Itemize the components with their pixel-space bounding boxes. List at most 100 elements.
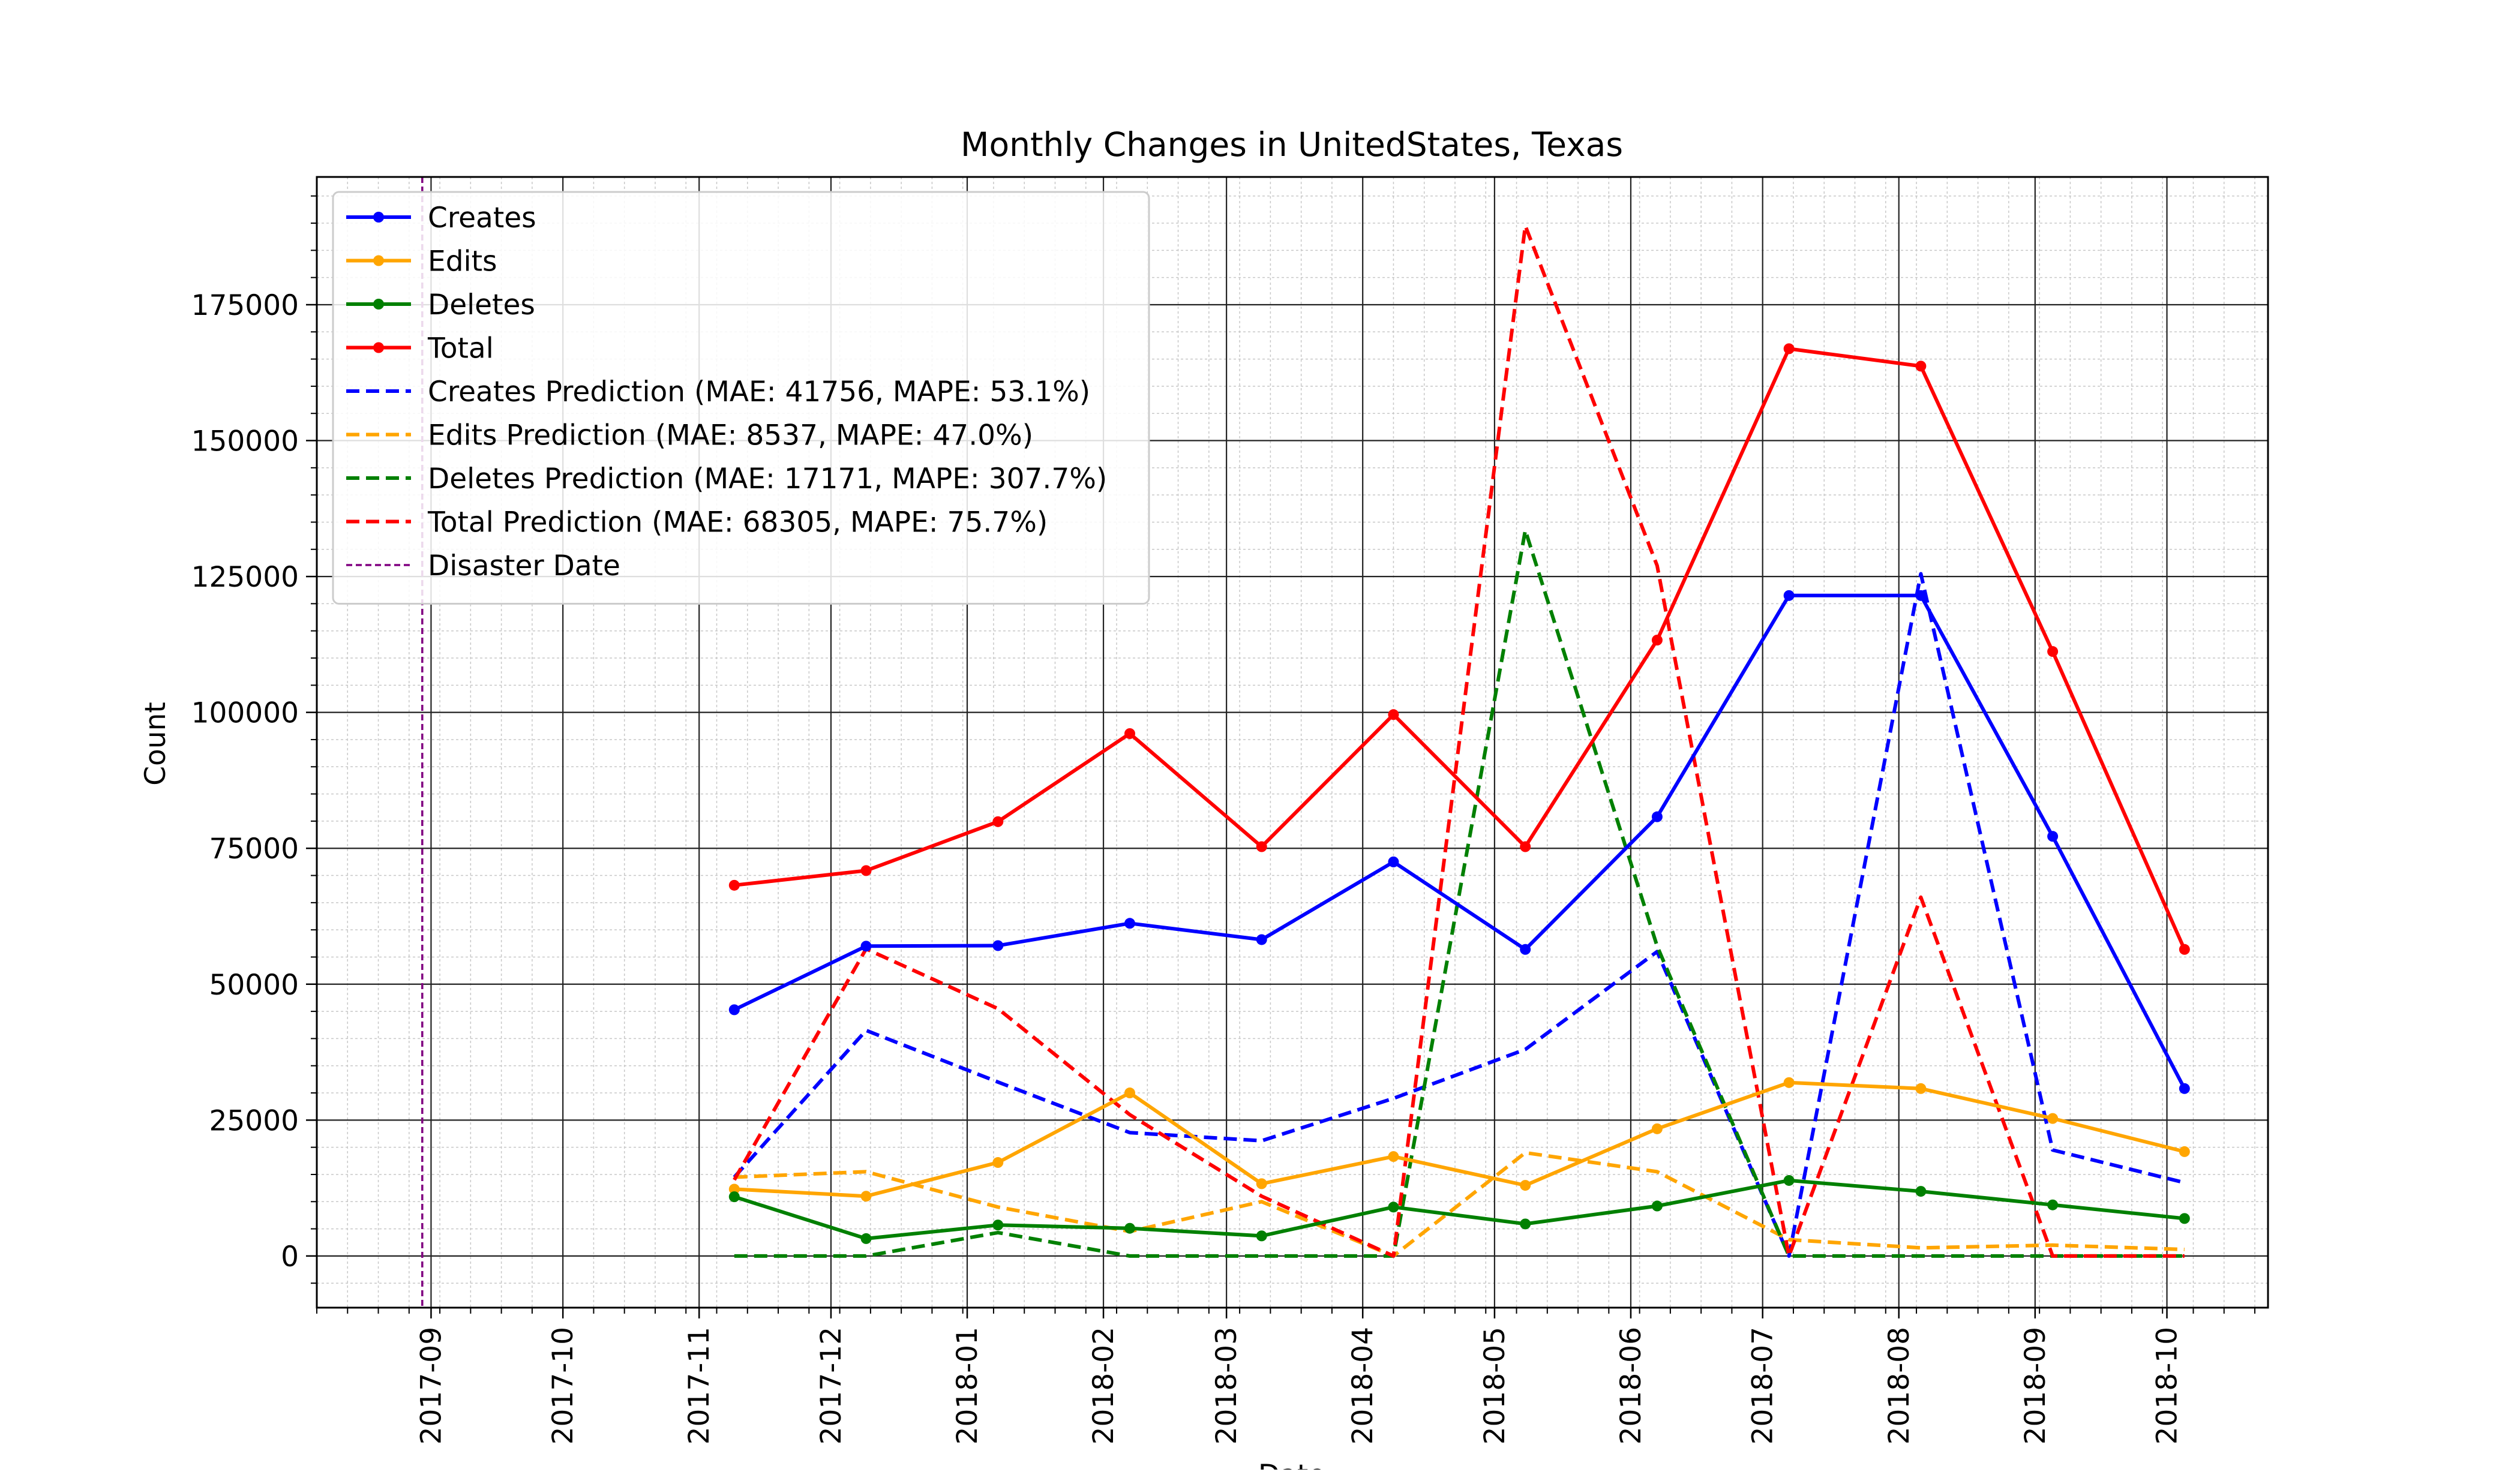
y-tick-label: 25000: [209, 1104, 299, 1137]
series-line-edits: [734, 1080, 2185, 1198]
x-tick-label: 2017-10: [547, 1327, 580, 1444]
x-tick-label: 2018-01: [951, 1327, 984, 1444]
data-point-total: [1256, 841, 1267, 852]
legend-marker: [373, 299, 384, 310]
y-tick-label: 175000: [191, 289, 299, 322]
x-tick-label: 2018-02: [1087, 1327, 1120, 1444]
data-point-edits: [1256, 1178, 1267, 1189]
data-point-creates: [2179, 1083, 2190, 1094]
legend: Creates Edits Deletes Total Creates Predicti…: [332, 191, 1150, 605]
data-point-creates: [1651, 811, 1663, 822]
legend-label: Disaster Date: [428, 549, 620, 582]
x-tick-label: 2018-09: [2019, 1327, 2052, 1444]
y-tick-label: 100000: [191, 697, 299, 730]
x-tick-label: 2018-04: [1346, 1327, 1379, 1444]
series-line-deletes-prediction: [734, 528, 2185, 1258]
data-point-total: [1783, 343, 1795, 355]
series-line-total-prediction: [733, 224, 2185, 1258]
data-point-deletes: [1256, 1230, 1267, 1242]
data-point-total: [1651, 635, 1663, 646]
data-point-edits: [860, 1191, 872, 1202]
x-axis-label: Date: [1258, 1459, 1325, 1470]
data-point-deletes: [1651, 1200, 1663, 1212]
data-point-creates: [1783, 590, 1795, 601]
data-point-edits: [1783, 1077, 1795, 1088]
data-point-edits: [728, 1183, 740, 1195]
y-axis-label: Count: [139, 702, 172, 786]
y-tick-label: 75000: [209, 833, 299, 866]
series-line-deletes: [733, 1178, 2185, 1240]
legend-marker: [373, 342, 384, 353]
data-point-creates: [1256, 934, 1267, 945]
data-point-creates: [1124, 918, 1135, 929]
legend-label: Edits Prediction (MAE: 8537, MAPE: 47.0%…: [428, 419, 1033, 452]
y-tick-label: 0: [281, 1240, 299, 1273]
data-point-edits: [2047, 1113, 2059, 1124]
data-point-creates: [992, 940, 1004, 951]
x-tick-label: 2017-11: [683, 1327, 716, 1444]
data-point-total: [2047, 646, 2059, 657]
y-tick-label: 150000: [191, 425, 299, 458]
series-line-creates-prediction: [733, 572, 2185, 1258]
legend-marker: [373, 255, 384, 266]
data-point-creates: [860, 941, 872, 952]
legend-label: Creates: [428, 202, 536, 235]
chart-title: Monthly Changes in UnitedStates, Texas: [961, 125, 1623, 164]
data-point-edits: [992, 1157, 1004, 1168]
data-point-total: [1520, 841, 1531, 852]
legend-label: Total Prediction (MAE: 68305, MAPE: 75.7…: [427, 506, 1048, 539]
y-tick-label: 125000: [191, 561, 299, 594]
legend-label: Deletes Prediction (MAE: 17171, MAPE: 30…: [428, 462, 1107, 495]
data-point-edits: [1915, 1083, 1927, 1094]
data-point-creates: [1388, 856, 1399, 867]
legend-box: [332, 191, 1150, 605]
legend-label: Total: [427, 332, 494, 365]
series-line-edits-prediction: [734, 1150, 2185, 1258]
x-tick-label: 2018-05: [1478, 1327, 1511, 1444]
data-point-deletes: [1124, 1222, 1135, 1234]
data-point-deletes: [992, 1219, 1004, 1231]
data-point-creates: [1520, 944, 1531, 955]
data-point-edits: [1388, 1151, 1399, 1162]
series-line-creates: [733, 593, 2186, 1090]
data-point-deletes: [1915, 1186, 1927, 1197]
data-point-creates: [2047, 831, 2059, 842]
x-tick-label: 2018-03: [1210, 1327, 1243, 1444]
data-point-edits: [2179, 1146, 2190, 1157]
data-point-total: [2179, 944, 2190, 955]
x-tick-label: 2017-09: [415, 1327, 448, 1444]
data-point-deletes: [2047, 1199, 2059, 1210]
x-tick-label: 2018-08: [1883, 1327, 1916, 1444]
x-tick-label: 2017-12: [815, 1327, 848, 1444]
data-point-creates: [1915, 590, 1927, 601]
series-line-total: [734, 347, 2186, 951]
legend-label: Edits: [428, 245, 497, 278]
data-point-creates: [728, 1004, 740, 1016]
data-point-total: [992, 816, 1004, 827]
legend-label: Deletes: [428, 289, 535, 322]
series-layer: [728, 224, 2190, 1258]
data-point-edits: [1651, 1123, 1663, 1134]
data-point-deletes: [860, 1233, 872, 1244]
data-point-deletes: [1520, 1218, 1531, 1230]
x-tick-label: 2018-10: [2151, 1327, 2184, 1444]
y-tick-label: 50000: [209, 969, 299, 1002]
data-point-deletes: [728, 1191, 740, 1203]
data-point-edits: [1520, 1180, 1531, 1191]
data-point-total: [860, 865, 872, 876]
data-point-total: [728, 879, 740, 891]
data-point-deletes: [1388, 1201, 1399, 1213]
legend-label: Creates Prediction (MAE: 41756, MAPE: 53…: [428, 375, 1090, 408]
plot-frame: [316, 176, 2269, 1309]
data-point-total: [1124, 728, 1135, 739]
data-point-deletes: [2179, 1213, 2190, 1224]
data-point-edits: [1124, 1088, 1135, 1099]
x-tick-label: 2018-06: [1615, 1327, 1648, 1444]
x-tick-label: 2018-07: [1747, 1327, 1780, 1444]
axis-ticks: 2017-09 2017-10 2017-11 2017-12 2018-01 2018-…: [191, 195, 2256, 1444]
data-point-deletes: [1783, 1174, 1795, 1186]
legend-marker: [373, 212, 384, 223]
data-point-total: [1388, 709, 1399, 720]
